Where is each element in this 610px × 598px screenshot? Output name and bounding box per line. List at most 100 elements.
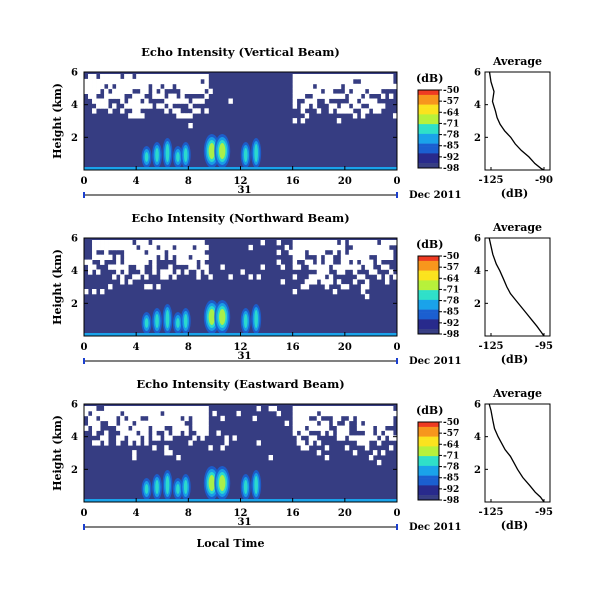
missing-cell (345, 74, 349, 79)
colorbar-segment (418, 271, 439, 274)
missing-cell (369, 406, 373, 411)
missing-cell (297, 406, 301, 411)
missing-cell (277, 250, 281, 255)
missing-cell (84, 79, 88, 84)
missing-cell (357, 435, 361, 440)
missing-cell (365, 84, 369, 89)
missing-cell (132, 411, 136, 416)
missing-cell (373, 450, 377, 455)
missing-cell (172, 250, 176, 255)
missing-cell (116, 440, 120, 445)
missing-cell (168, 265, 172, 270)
missing-cell (136, 240, 140, 245)
missing-cell (188, 411, 192, 416)
missing-cell (164, 79, 168, 84)
missing-cell (361, 113, 365, 118)
y-tick-label: 4 (71, 432, 78, 443)
missing-cell (249, 274, 253, 279)
missing-cell (136, 421, 140, 426)
missing-cell (249, 245, 253, 250)
missing-cell (100, 99, 104, 104)
missing-cell (204, 416, 208, 421)
missing-cell (365, 94, 369, 99)
missing-cell (192, 74, 196, 79)
missing-cell (321, 411, 325, 416)
missing-cell (140, 84, 144, 89)
missing-cell (381, 406, 385, 411)
missing-cell (297, 250, 301, 255)
missing-cell (220, 445, 224, 450)
missing-cell (152, 426, 156, 431)
x-tick-label: 0 (394, 342, 401, 353)
missing-cell (188, 245, 192, 250)
missing-cell (152, 431, 156, 436)
missing-cell (116, 94, 120, 99)
missing-cell (148, 421, 152, 426)
missing-cell (369, 74, 373, 79)
missing-cell (365, 260, 369, 265)
missing-cell (309, 74, 313, 79)
missing-cell (321, 240, 325, 245)
missing-cell (104, 406, 108, 411)
average-x-tick-label: -125 (478, 507, 503, 518)
missing-cell (365, 435, 369, 440)
missing-cell (317, 255, 321, 260)
missing-cell (144, 74, 148, 79)
missing-cell (92, 411, 96, 416)
colorbar-segment (418, 459, 439, 462)
missing-cell (365, 99, 369, 104)
colorbar-segment (418, 454, 439, 457)
colorbar-segment (418, 266, 439, 269)
missing-cell (148, 416, 152, 421)
missing-cell (353, 113, 357, 118)
missing-cell (369, 250, 373, 255)
x-tick-label: 16 (286, 342, 300, 353)
x-tick-label: 20 (338, 176, 352, 187)
missing-cell (160, 94, 164, 99)
colorbar-segment (418, 100, 439, 103)
colorbar-segment (418, 149, 439, 152)
missing-cell (385, 250, 389, 255)
missing-cell (305, 240, 309, 245)
missing-cell (204, 74, 208, 79)
missing-cell (96, 245, 100, 250)
missing-cell (172, 411, 176, 416)
missing-cell (353, 279, 357, 284)
missing-cell (317, 89, 321, 94)
missing-cell (192, 84, 196, 89)
missing-cell (357, 440, 361, 445)
missing-cell (373, 411, 377, 416)
missing-cell (325, 260, 329, 265)
missing-cell (188, 84, 192, 89)
missing-cell (309, 245, 313, 250)
missing-cell (196, 431, 200, 436)
missing-cell (345, 108, 349, 113)
missing-cell (140, 79, 144, 84)
missing-cell (329, 240, 333, 245)
missing-cell (136, 94, 140, 99)
missing-cell (176, 426, 180, 431)
missing-cell (277, 411, 281, 416)
missing-cell (361, 74, 365, 79)
missing-cell (164, 421, 168, 426)
missing-cell (152, 94, 156, 99)
missing-cell (112, 245, 116, 250)
missing-cell (160, 89, 164, 94)
missing-cell (104, 255, 108, 260)
missing-cell (96, 103, 100, 108)
missing-cell (313, 99, 317, 104)
missing-cell (180, 94, 184, 99)
missing-cell (180, 84, 184, 89)
average-panel: Average642-125 -95(dB) (474, 387, 553, 532)
missing-cell (144, 84, 148, 89)
missing-cell (96, 269, 100, 274)
missing-cell (341, 260, 345, 265)
missing-cell (152, 255, 156, 260)
missing-cell (180, 250, 184, 255)
colorbar-segment (418, 463, 439, 466)
missing-cell (333, 103, 337, 108)
missing-cell (305, 89, 309, 94)
y-axis-label: Height (km) (51, 83, 64, 159)
missing-cell (365, 416, 369, 421)
missing-cell (152, 74, 156, 79)
